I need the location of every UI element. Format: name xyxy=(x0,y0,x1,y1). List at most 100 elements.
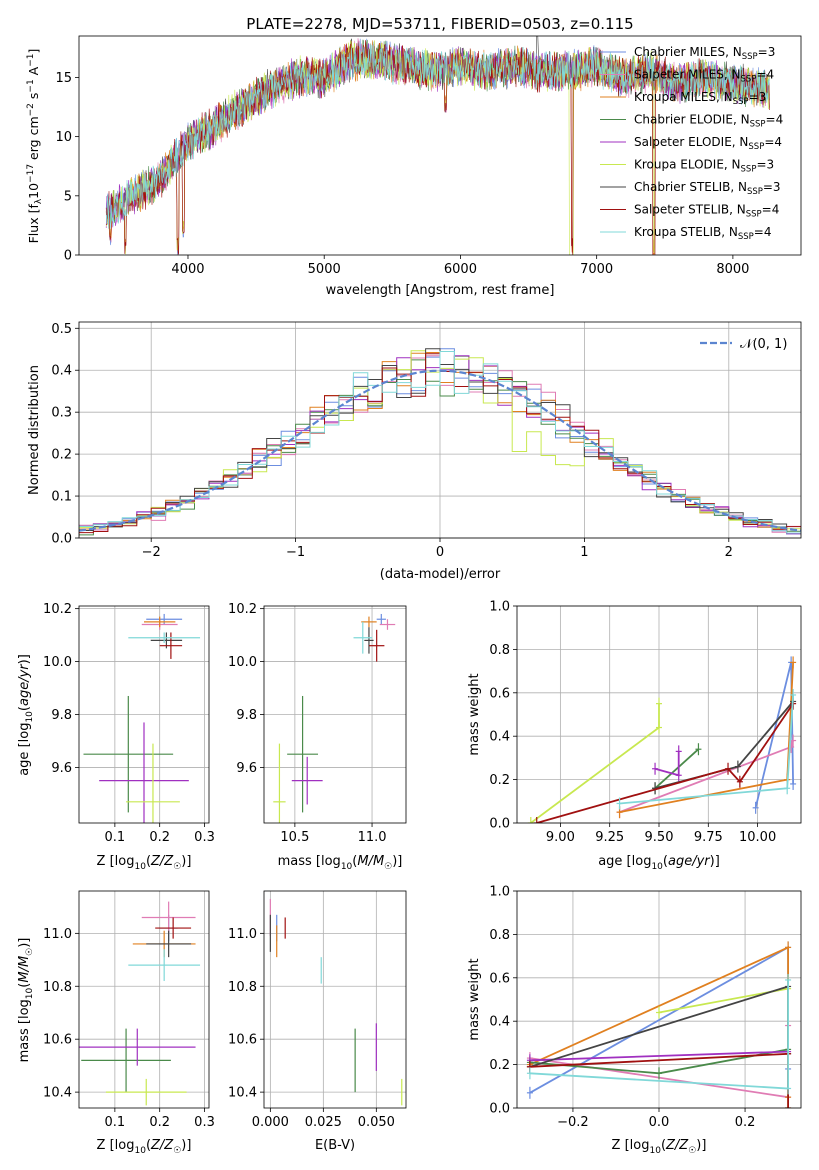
errorbar-point xyxy=(128,949,201,981)
legend-entry: Chabrier ELODIE, NSSP=4 xyxy=(634,113,783,130)
x-tick-label: −1 xyxy=(286,545,305,560)
axes-frame xyxy=(78,321,802,539)
y-tick-label: 0.2 xyxy=(489,1058,510,1073)
y-axis-label: Flux [fλ10−17 erg cm−2 s−1 A−1] xyxy=(26,49,44,244)
y-tick-label: 0 xyxy=(64,249,72,264)
errorbar-point xyxy=(83,695,174,813)
x-axis-label: mass [log10(M/M☉)] xyxy=(278,854,403,872)
errorbar-point xyxy=(368,629,385,662)
x-tick-label: 7000 xyxy=(580,262,613,277)
y-tick-label: 0.6 xyxy=(489,686,510,701)
y-tick-label: 15 xyxy=(55,71,72,86)
y-tick-label: 9.6 xyxy=(236,761,257,776)
y-tick-label: 0.5 xyxy=(51,322,72,337)
y-tick-label: 0.0 xyxy=(489,817,510,832)
x-tick-label: 0.1 xyxy=(105,830,126,845)
y-tick-label: 10.2 xyxy=(228,602,257,617)
y-tick-label: 10 xyxy=(55,130,72,145)
y-tick-label: 9.6 xyxy=(51,761,72,776)
x-tick-label: 10.00 xyxy=(739,830,776,845)
errorbar-point xyxy=(126,743,180,823)
errorbar-point xyxy=(287,695,319,813)
axes-frame xyxy=(263,890,407,1109)
legend-entry: 𝒩(0, 1) xyxy=(740,337,787,352)
panel-age-vs-mass: 10.5 11.0 9.6 9.8 10.0 10.2 mass [log10(M/M☉)] xyxy=(228,602,407,872)
x-axis-label: Z [log10(Z/Z☉)] xyxy=(97,1138,192,1156)
plot-area xyxy=(79,901,201,1106)
y-tick-label: 10.8 xyxy=(228,980,257,995)
axes-frame xyxy=(78,605,210,824)
x-tick-label: 9.75 xyxy=(694,830,723,845)
x-tick-label: 0.2 xyxy=(149,1115,170,1130)
errorbar-point xyxy=(273,743,286,823)
y-axis-label: mass [log10(M/M☉)] xyxy=(17,938,35,1063)
errorbar-point xyxy=(128,632,201,644)
y-tick-label: 11.0 xyxy=(228,927,257,942)
chart-title: PLATE=2278, MJD=53711, FIBERID=0503, z=0… xyxy=(246,15,633,33)
y-tick-label: 9.8 xyxy=(236,708,257,723)
x-tick-label: 5000 xyxy=(308,262,341,277)
y-tick-label: 1.0 xyxy=(489,885,510,900)
errorbar-point xyxy=(291,756,323,805)
errorbar-point xyxy=(155,917,192,939)
errorbar-point xyxy=(159,632,183,659)
y-tick-label: 5 xyxy=(64,189,72,204)
legend-entry: Salpeter ELODIE, NSSP=4 xyxy=(634,135,782,152)
x-tick-label: 0 xyxy=(436,545,444,560)
x-tick-label: 1 xyxy=(580,545,588,560)
legend-entry: Kroupa ELODIE, NSSP=3 xyxy=(634,158,774,175)
x-tick-label: −0.2 xyxy=(557,1115,589,1130)
x-axis-label: age [log10(age/yr)] xyxy=(598,854,720,872)
x-tick-label: 9.00 xyxy=(546,830,575,845)
y-tick-label: 0.8 xyxy=(489,643,510,658)
axes-frame xyxy=(516,890,802,1109)
legend-entry: Kroupa MILES, NSSP=3 xyxy=(634,90,766,107)
y-tick-label: 10.4 xyxy=(43,1086,72,1101)
y-tick-label: 0.0 xyxy=(489,1102,510,1117)
x-tick-label: 0.3 xyxy=(194,1115,215,1130)
weight-series xyxy=(654,748,700,789)
axes-frame xyxy=(516,605,802,824)
y-tick-label: 0.1 xyxy=(51,490,72,505)
plot-area xyxy=(269,898,403,1106)
panel-age-vs-Z: 0.1 0.2 0.3 9.6 9.8 10.0 10.2 Z [log10(Z/Z☉)] ag… xyxy=(17,602,215,872)
axes-frame xyxy=(78,35,802,256)
panel-residuals: −2 −1 0 1 2 0.0 0.1 0.2 0.3 0.4 0.5 (data-model)/er… xyxy=(27,321,802,582)
plot-area xyxy=(527,656,797,823)
errorbar-point xyxy=(146,930,192,958)
errorbar-point xyxy=(376,613,386,625)
y-tick-label: 0.2 xyxy=(51,448,72,463)
legend-entry: Kroupa STELIB, NSSP=4 xyxy=(634,225,772,242)
legend-entry: Chabrier STELIB, NSSP=3 xyxy=(634,180,781,197)
legend-entry: Salpeter MILES, NSSP=4 xyxy=(634,68,774,85)
panel-spectrum: 4000 5000 6000 7000 8000 0 5 10 15 PLATE=2278, MJ… xyxy=(26,15,802,298)
x-tick-label: 10.5 xyxy=(280,830,309,845)
x-tick-label: 9.25 xyxy=(595,830,624,845)
y-tick-label: 0.3 xyxy=(51,406,72,421)
legend-entry: Chabrier MILES, NSSP=3 xyxy=(634,45,775,62)
y-tick-label: 0.8 xyxy=(489,928,510,943)
x-axis-label: E(B-V) xyxy=(315,1138,355,1153)
x-tick-label: 2 xyxy=(725,545,733,560)
y-tick-label: 1.0 xyxy=(489,600,510,615)
x-axis-label: Z [log10(Z/Z☉)] xyxy=(97,854,192,872)
errorbar-point xyxy=(79,1028,196,1066)
y-tick-label: 10.2 xyxy=(43,602,72,617)
axes-frame xyxy=(263,605,407,824)
errorbar-point xyxy=(81,1028,171,1093)
y-tick-label: 0.4 xyxy=(489,730,510,745)
x-axis-label: Z [log10(Z/Z☉)] xyxy=(612,1138,707,1156)
y-axis-label: Normed distribution xyxy=(27,365,42,495)
y-tick-label: 0.6 xyxy=(489,971,510,986)
y-tick-label: 9.8 xyxy=(51,708,72,723)
x-tick-label: 8000 xyxy=(716,262,749,277)
plot-area xyxy=(273,613,396,823)
y-tick-label: 10.4 xyxy=(228,1086,257,1101)
plot-area xyxy=(526,941,792,1108)
weight-series xyxy=(619,694,794,805)
weight-series xyxy=(536,703,794,823)
x-tick-label: 0.2 xyxy=(149,830,170,845)
x-tick-label: 0.0 xyxy=(649,1115,670,1130)
y-tick-label: 0.2 xyxy=(489,773,510,788)
panel-mass-vs-Z: 0.1 0.2 0.3 10.4 10.6 10.8 11.0 Z [log10(Z/Z☉)]… xyxy=(17,890,215,1156)
